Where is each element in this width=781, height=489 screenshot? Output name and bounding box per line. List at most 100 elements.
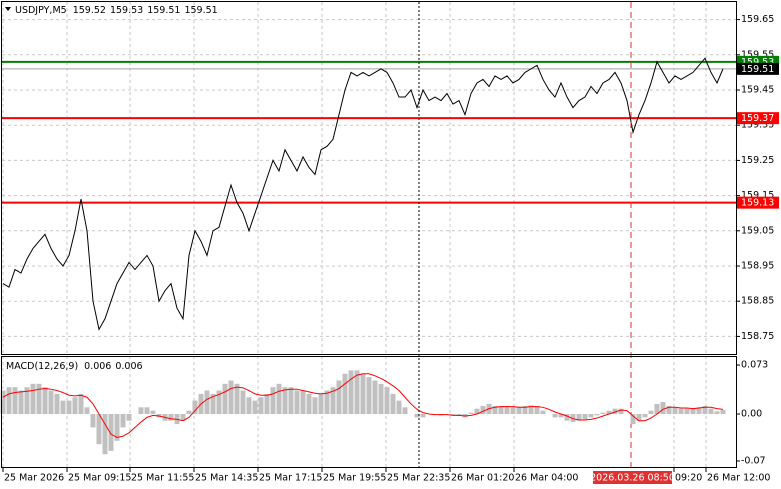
y-tick-label: 159.45 [741, 85, 774, 96]
y-tick-label: 0.00 [741, 409, 762, 420]
histogram-bar [36, 383, 42, 415]
level-label-box [737, 196, 779, 209]
histogram-bar [450, 414, 456, 416]
histogram-bar [348, 370, 354, 415]
y-tick-label: 0.073 [741, 360, 768, 371]
histogram-bar [78, 393, 84, 415]
histogram-bar [468, 412, 474, 415]
histogram-bar [252, 400, 258, 415]
histogram-bar [612, 408, 618, 415]
histogram-bar [270, 387, 276, 415]
histogram-bar [396, 400, 402, 415]
histogram-bar [570, 414, 576, 423]
x-tick-label: 26 Mar 04:00 [515, 473, 578, 484]
level-label-box [737, 112, 779, 125]
histogram-bar [240, 390, 246, 415]
y-tick-label: 159.05 [741, 225, 774, 236]
histogram-bar [600, 412, 606, 415]
histogram-bar [330, 387, 336, 415]
histogram-bar [108, 414, 114, 451]
histogram-bar [258, 397, 264, 415]
histogram-bar [144, 407, 150, 415]
quote-value: 159.51 [184, 5, 217, 16]
y-tick-label: 158.95 [741, 261, 774, 272]
plot [0, 2, 737, 467]
histogram-bar [672, 407, 678, 415]
y-tick-label: -0.07 [741, 455, 766, 466]
histogram-bar [12, 387, 18, 415]
histogram-bar [660, 401, 666, 415]
cursor-label-box [593, 471, 673, 484]
histogram-bar [636, 414, 642, 421]
histogram-bar [516, 407, 522, 415]
quote-value: 159.52 [73, 5, 106, 16]
level-label: 159.13 [741, 198, 774, 209]
macd-frame [1, 356, 737, 468]
last-price-box [737, 62, 779, 75]
histogram-bar [594, 414, 600, 416]
histogram-bar [696, 407, 702, 415]
level-label: 159.37 [741, 113, 774, 124]
histogram-bar [222, 383, 228, 415]
histogram-bar [234, 383, 240, 415]
y-tick-label: 159.15 [741, 190, 774, 201]
histogram-bar [588, 414, 594, 418]
histogram-bar [192, 400, 198, 415]
histogram-bar [534, 405, 540, 415]
histogram-bar [606, 410, 612, 415]
y-tick-label: 158.75 [741, 331, 774, 342]
y-tick-label: 159.35 [741, 120, 774, 131]
histogram-bar [186, 410, 192, 415]
x-tick-label: 25 Mar 22:35 [387, 473, 450, 484]
histogram-bar [24, 387, 30, 415]
signal-line [2, 373, 724, 439]
histogram-bar [678, 408, 684, 415]
histogram-bar [360, 373, 366, 415]
histogram-bar [138, 407, 144, 415]
histogram-bar [714, 411, 720, 415]
histogram-bar [48, 390, 54, 415]
histogram-bar [378, 383, 384, 415]
x-tick-label: 09:20 [675, 473, 702, 484]
histogram-bar [96, 414, 102, 445]
histogram-bar [492, 405, 498, 415]
x-tick-label: 25 Mar 17:15 [259, 473, 322, 484]
histogram-bar [306, 393, 312, 415]
histogram-bar [708, 408, 714, 415]
header: USDJPY,M5 159.52 159.53 159.51 159.51 [5, 5, 218, 16]
histogram-bar [324, 390, 330, 415]
y-tick-label: 159.25 [741, 155, 774, 166]
histogram-bar [372, 380, 378, 415]
histogram-bar [558, 414, 564, 418]
histogram-bar [180, 414, 186, 421]
main-frame [1, 1, 737, 355]
header-text: USDJPY,M5 159.52 159.53 159.51 159.51 [15, 5, 218, 16]
histogram-bar [54, 393, 60, 415]
histogram-bar [228, 380, 234, 415]
histogram-bar [618, 408, 624, 415]
histogram-bar [366, 377, 372, 415]
histogram-bar [522, 405, 528, 415]
histogram-bar [630, 414, 636, 425]
histogram-bar [282, 387, 288, 415]
histogram-bar [126, 414, 132, 421]
menu-arrow[interactable] [5, 7, 11, 11]
histogram-bar [390, 393, 396, 415]
histogram-bar [576, 414, 582, 421]
histogram-bar [288, 387, 294, 415]
x-tick-label: 26 Mar 12:00 [707, 473, 770, 484]
quote-value: 0.006 [84, 361, 111, 372]
symbol: USDJPY,M5 [15, 5, 67, 16]
histogram-bar [402, 407, 408, 415]
histogram-bar [384, 387, 390, 415]
histogram-bar [294, 390, 300, 415]
histogram-bar [216, 390, 222, 415]
histogram-bar [648, 410, 654, 415]
histogram-bar [150, 410, 156, 415]
histogram-bar [84, 407, 90, 415]
level-label: 159.53 [741, 57, 774, 68]
histogram-bar [42, 387, 48, 415]
y-tick-label: 159.55 [741, 49, 774, 60]
histogram-bar [90, 414, 96, 428]
